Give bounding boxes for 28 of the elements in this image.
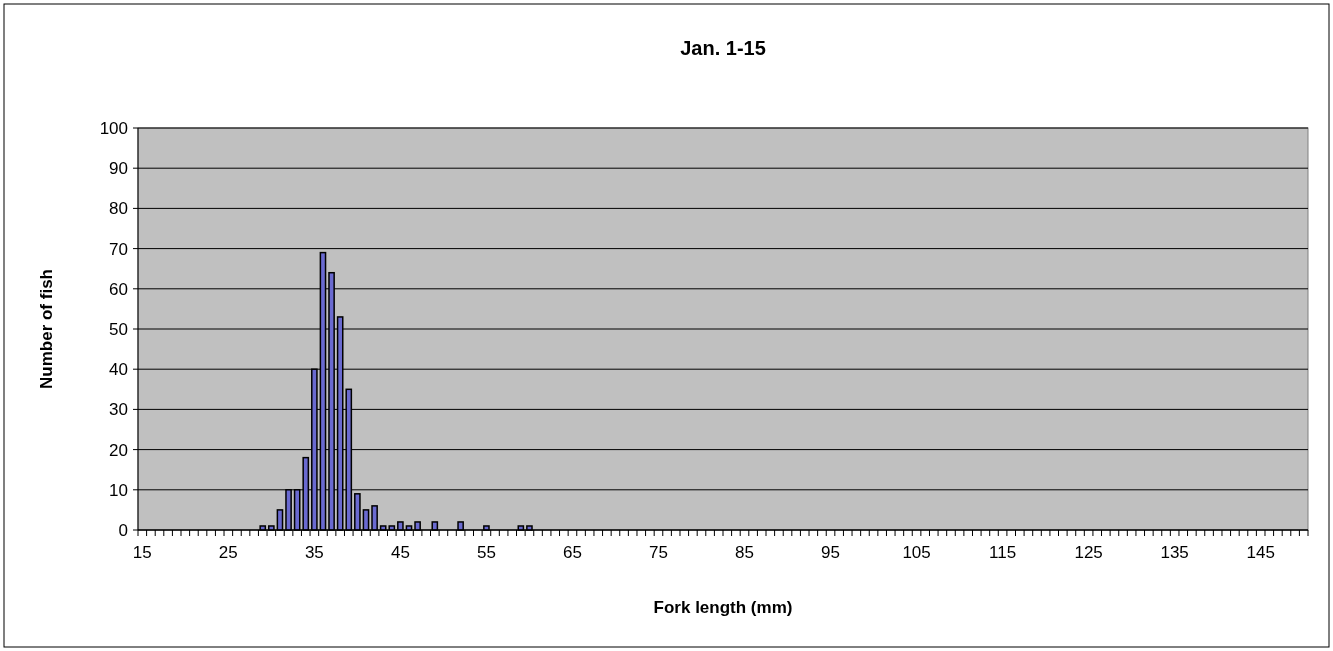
chart-title: Jan. 1-15 [680,37,766,59]
x-axis-title: Fork length (mm) [653,598,793,617]
x-tick-label: 25 [218,543,238,562]
x-tick-label: 125 [1074,543,1103,562]
x-tick-label: 135 [1160,543,1189,562]
x-tick-label: 145 [1246,543,1275,562]
x-tick-label: 95 [821,543,840,562]
y-tick-label: 60 [109,279,128,299]
x-tick-label: 75 [649,543,668,562]
x-tick-label: 105 [902,543,931,562]
x-tick-label: 45 [390,543,410,562]
x-tick-label: 65 [562,543,582,562]
y-tick-label: 10 [109,480,128,500]
y-tick-label: 30 [109,400,128,420]
y-tick-label: 80 [109,199,128,219]
y-axis-title: Number of fish [37,269,56,389]
y-tick-label: 40 [109,360,128,380]
y-tick-label: 50 [109,319,128,339]
y-tick-label: 70 [109,239,128,259]
y-tick-label: 100 [99,118,128,138]
y-tick-label: 20 [109,440,128,460]
y-tick-label: 90 [109,159,128,179]
x-tick-label: 15 [132,543,152,562]
y-tick-label: 0 [118,520,128,540]
x-tick-label: 85 [735,543,754,562]
x-tick-label: 55 [476,543,496,562]
x-tick-label: 115 [989,543,1017,562]
x-tick-label: 35 [304,543,324,562]
